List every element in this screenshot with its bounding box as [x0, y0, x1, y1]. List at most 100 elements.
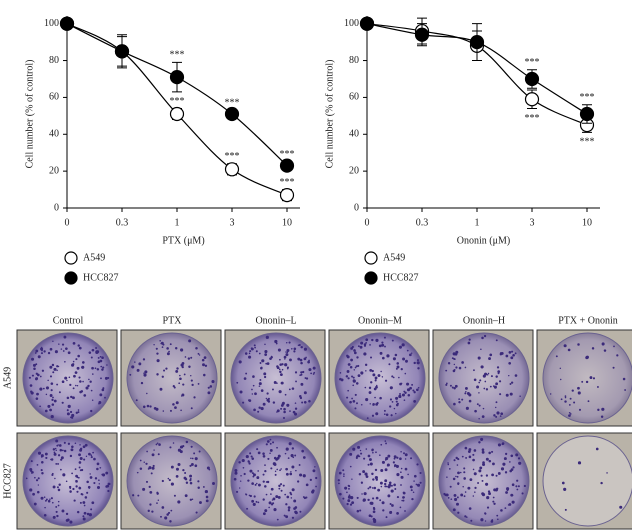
colony	[384, 345, 386, 348]
colony	[365, 338, 369, 342]
colony	[193, 452, 196, 455]
colony	[190, 457, 192, 460]
colony	[510, 381, 514, 384]
y-tick-label: 60	[49, 92, 59, 103]
colony	[303, 391, 307, 395]
colony	[235, 490, 239, 493]
colony	[468, 455, 472, 459]
colony	[206, 466, 210, 470]
colony	[563, 487, 567, 491]
colony	[497, 370, 501, 374]
colony	[351, 397, 353, 400]
colony	[179, 374, 181, 377]
colony	[202, 363, 205, 367]
colony	[374, 376, 378, 380]
colony	[410, 457, 413, 460]
colony	[495, 415, 498, 418]
colony	[176, 367, 179, 370]
colony	[410, 489, 413, 492]
colony	[276, 446, 278, 449]
colony	[248, 462, 251, 465]
colony	[491, 473, 494, 477]
colony	[50, 382, 54, 385]
colony	[464, 392, 467, 395]
colony	[356, 356, 359, 359]
colony	[190, 407, 193, 410]
colony	[392, 376, 395, 379]
colony	[477, 356, 481, 360]
colony	[511, 500, 515, 504]
colony	[510, 356, 514, 360]
colony	[294, 454, 297, 457]
colony	[484, 520, 487, 522]
colony	[351, 375, 354, 378]
colony	[182, 383, 185, 386]
colony	[416, 483, 421, 487]
colony	[25, 477, 28, 480]
colony	[155, 443, 158, 446]
colony	[29, 467, 33, 472]
colony	[353, 351, 357, 355]
colony	[338, 471, 342, 475]
colony	[482, 374, 486, 378]
colony	[311, 490, 315, 494]
colony	[493, 488, 497, 492]
colony	[262, 454, 266, 458]
x-tick-label: 10	[582, 217, 592, 228]
colony	[263, 372, 267, 376]
colony	[506, 488, 509, 492]
colony	[472, 453, 475, 456]
colony	[314, 466, 316, 468]
colony	[343, 473, 345, 475]
colony	[32, 363, 36, 367]
colony	[393, 483, 396, 487]
colony	[243, 377, 247, 380]
colony	[197, 480, 200, 483]
colony	[161, 375, 164, 378]
colony	[85, 455, 88, 458]
colony	[81, 493, 84, 496]
colony	[468, 448, 472, 451]
colony	[383, 409, 386, 412]
colony	[78, 453, 81, 457]
colony	[452, 369, 456, 373]
colony	[191, 498, 194, 500]
colony	[581, 380, 584, 383]
colony	[66, 409, 69, 412]
colony	[185, 440, 189, 444]
colony	[144, 370, 148, 374]
colony	[573, 401, 576, 404]
colony	[262, 498, 265, 501]
colony	[364, 472, 368, 476]
colony	[360, 481, 364, 484]
colony	[265, 443, 268, 446]
colony	[278, 368, 281, 371]
colony	[400, 368, 403, 371]
colony	[480, 474, 483, 477]
colony	[381, 343, 385, 347]
colony	[308, 368, 312, 372]
colony	[387, 454, 391, 458]
colony	[58, 444, 62, 447]
colony	[346, 502, 349, 506]
colony	[60, 458, 63, 461]
colony	[160, 515, 162, 518]
colony	[382, 509, 385, 512]
colony	[90, 454, 93, 457]
colony	[270, 493, 272, 495]
colony	[71, 363, 75, 367]
colony	[293, 507, 296, 510]
colony	[367, 463, 370, 466]
colony	[79, 456, 83, 460]
colony	[359, 509, 362, 512]
colony	[361, 493, 363, 495]
colony	[492, 496, 495, 499]
colony	[146, 450, 148, 453]
colony	[287, 506, 291, 510]
colony	[359, 449, 362, 452]
colony	[350, 366, 353, 368]
colony	[419, 481, 422, 484]
data-point	[469, 35, 485, 50]
colony	[234, 468, 238, 472]
colony	[399, 506, 402, 509]
